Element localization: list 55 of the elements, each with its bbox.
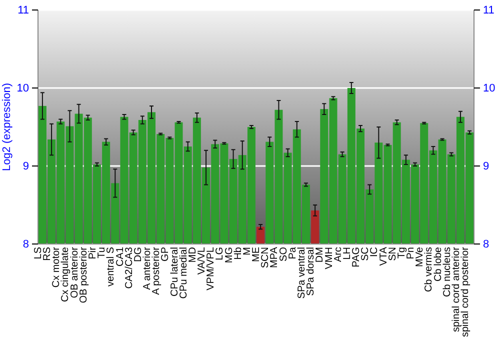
x-tick-label: Arc [332, 247, 344, 262]
x-tick-label: LH [342, 247, 353, 260]
x-tick-label: Pn [406, 247, 417, 260]
x-tick-label: RS [42, 246, 54, 261]
x-tick-label: PAG [351, 246, 362, 268]
y2-tick-label: 11 [483, 4, 494, 17]
x-tick-label: LG [214, 246, 226, 260]
x-tick-label: SO [278, 246, 290, 262]
x-tick-label: MVe [414, 246, 426, 268]
x-tick-label: Tu [96, 247, 108, 258]
x-tick-label: MPA [269, 246, 280, 268]
x-tick-label: DM [314, 247, 326, 263]
x-tick-label: spinal cord posterior [460, 246, 472, 338]
x-tick-label: LS [32, 246, 44, 260]
x-tick-label: Cb lobe [432, 246, 444, 282]
x-tick-label: VTA [378, 246, 390, 266]
x-tick-label: MG [224, 246, 235, 264]
y-tick-label: 9 [22, 160, 29, 173]
x-tick-label: SCN [260, 247, 272, 268]
x-tick-label: Tg [396, 247, 408, 259]
y-tick-label: 11 [18, 4, 29, 17]
x-tick-label: spinal cord anterior [450, 246, 462, 332]
x-tick-label: Hb [232, 246, 244, 260]
x-tick-label: OB anterior [69, 246, 80, 298]
x-tick-label: M [242, 247, 253, 256]
x-tick-label: IC [369, 247, 380, 257]
x-tick-label: MD [187, 247, 198, 263]
x-tick-label: A posterior [151, 246, 162, 295]
y-tick-label: 8 [22, 238, 29, 251]
y2-tick-label: 10 [483, 82, 496, 95]
x-tick-label: SPa dorsal [306, 247, 317, 296]
x-tick-label: CPu medial [178, 247, 190, 299]
x-tick-label: VPM/VPL [206, 246, 217, 290]
y-tick-label: 10 [16, 82, 29, 95]
y2-tick-label: 8 [483, 238, 490, 251]
x-tick-label: SPa ventral [296, 247, 308, 299]
x-tick-label: Cx cingulate [60, 246, 72, 302]
x-tick-label: SC [360, 247, 372, 261]
x-tick-label: ventral S [106, 246, 117, 286]
x-tick-label: Pir [87, 246, 98, 260]
x-tick-label: Cb nucleus [442, 247, 453, 298]
x-tick-label: CA2/CA3 [124, 246, 135, 289]
x-tick-label: GP [160, 246, 172, 262]
x-tick-label: Pa [287, 246, 298, 260]
x-tick-label: CA1 [114, 246, 126, 266]
x-tick-label: ME [251, 246, 262, 262]
x-tick-label: DG [132, 246, 144, 262]
x-tick-label: VMH [324, 247, 335, 270]
x-tick-label: OB posterior [78, 246, 90, 304]
y2-tick-label: 9 [483, 160, 490, 173]
x-tick-label: A anterior [142, 246, 153, 290]
x-tick-label: SN [387, 247, 398, 261]
x-tick-label: CPu lateral [169, 247, 180, 296]
y-axis-title: Log2 (expression) [1, 82, 13, 172]
x-tick-label: Cb vermis [424, 247, 435, 292]
